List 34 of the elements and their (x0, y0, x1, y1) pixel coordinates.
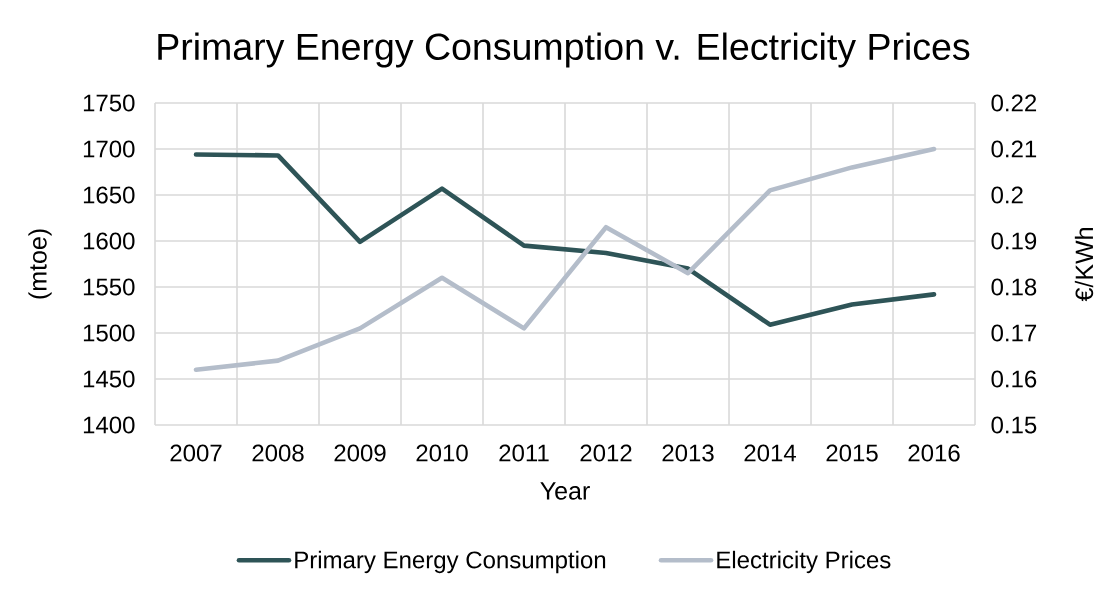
y-axis-title: (mtoe) (28, 229, 52, 299)
y2-tick-label: 0.2 (991, 186, 1023, 204)
x-tick-label: 2012 (580, 444, 632, 462)
y2-tick-label: 0.17 (991, 324, 1037, 342)
x-tick-label: 2008 (252, 444, 304, 462)
legend-label: Primary Energy Consumption (295, 550, 606, 574)
x-tick-label: 2010 (416, 444, 468, 462)
y-tick-label: 1600 (83, 232, 135, 250)
x-tick-label: 2014 (744, 444, 796, 462)
y2-tick-label: 0.19 (991, 232, 1037, 250)
line-series (193, 152, 937, 328)
legend-label: Electricity Prices (717, 550, 891, 574)
y2-axis-title: €/KWh (1074, 228, 1094, 302)
x-tick-label: 2011 (499, 444, 549, 462)
y-tick-label: 1550 (83, 278, 135, 296)
y-tick-label: 1400 (83, 416, 135, 434)
y-tick-label: 1500 (83, 324, 135, 342)
y-tick-label: 1450 (83, 370, 135, 388)
y2-tick-label: 0.21 (991, 140, 1037, 158)
y2-tick-label: 0.16 (991, 370, 1037, 388)
x-tick-label: 2013 (662, 444, 714, 462)
x-tick-label: 2015 (826, 444, 878, 462)
x-axis-title: Year (540, 482, 590, 500)
x-tick-label: 2016 (908, 444, 960, 462)
y-tick-label: 1750 (83, 94, 135, 112)
chart-title: Primary Energy Consumption v. Electricity Prices (158, 32, 970, 68)
y2-tick-label: 0.18 (991, 278, 1037, 296)
y-tick-label: 1650 (83, 186, 135, 204)
y2-tick-label: 0.15 (991, 416, 1037, 434)
y-tick-label: 1700 (83, 140, 135, 158)
y2-tick-label: 0.22 (991, 94, 1037, 112)
line-series (193, 146, 937, 373)
x-tick-label: 2009 (334, 444, 386, 462)
x-tick-label: 2007 (170, 444, 222, 462)
